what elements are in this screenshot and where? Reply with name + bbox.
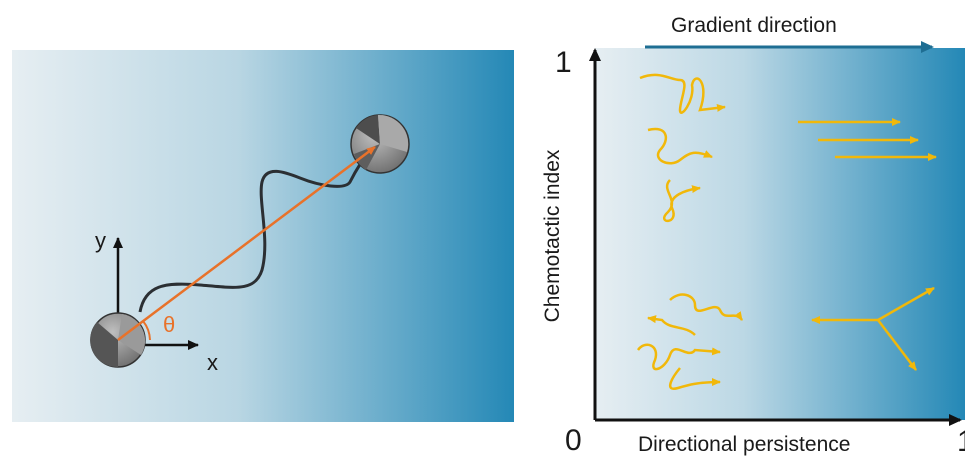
angle-theta-label: θ: [163, 312, 176, 337]
chemical-gradient-background: [12, 50, 514, 422]
chemotaxis-phase-diagram: [589, 41, 965, 426]
bottom-left-trajectories: [636, 293, 744, 391]
angle-arc: [142, 320, 151, 341]
displacement-arrow: [117, 146, 376, 341]
cell-trajectory-path: [138, 147, 374, 313]
left-panel: y x θ: [12, 50, 514, 422]
gradient-background: [595, 48, 965, 420]
cell-migration-diagram: [12, 50, 514, 422]
bottom-right-trajectories: [811, 286, 935, 371]
y-axis-label: y: [95, 228, 106, 253]
gradient-direction-label: Gradient direction: [671, 14, 837, 37]
y-axis-label: Chemotactic index: [541, 149, 564, 323]
y-max-tick: 1: [555, 46, 572, 79]
top-left-trajectories: [639, 73, 726, 223]
origin-tick: 0: [565, 424, 582, 457]
end-cell: [350, 114, 410, 174]
start-cell: [90, 312, 146, 368]
x-axis-label: x: [207, 350, 218, 375]
x-axis-label: Directional persistence: [638, 433, 851, 456]
top-right-trajectories: [798, 118, 937, 161]
right-panel: Gradient direction 1 0 1 Directional per…: [520, 0, 965, 463]
x-max-tick: 1: [957, 425, 965, 459]
